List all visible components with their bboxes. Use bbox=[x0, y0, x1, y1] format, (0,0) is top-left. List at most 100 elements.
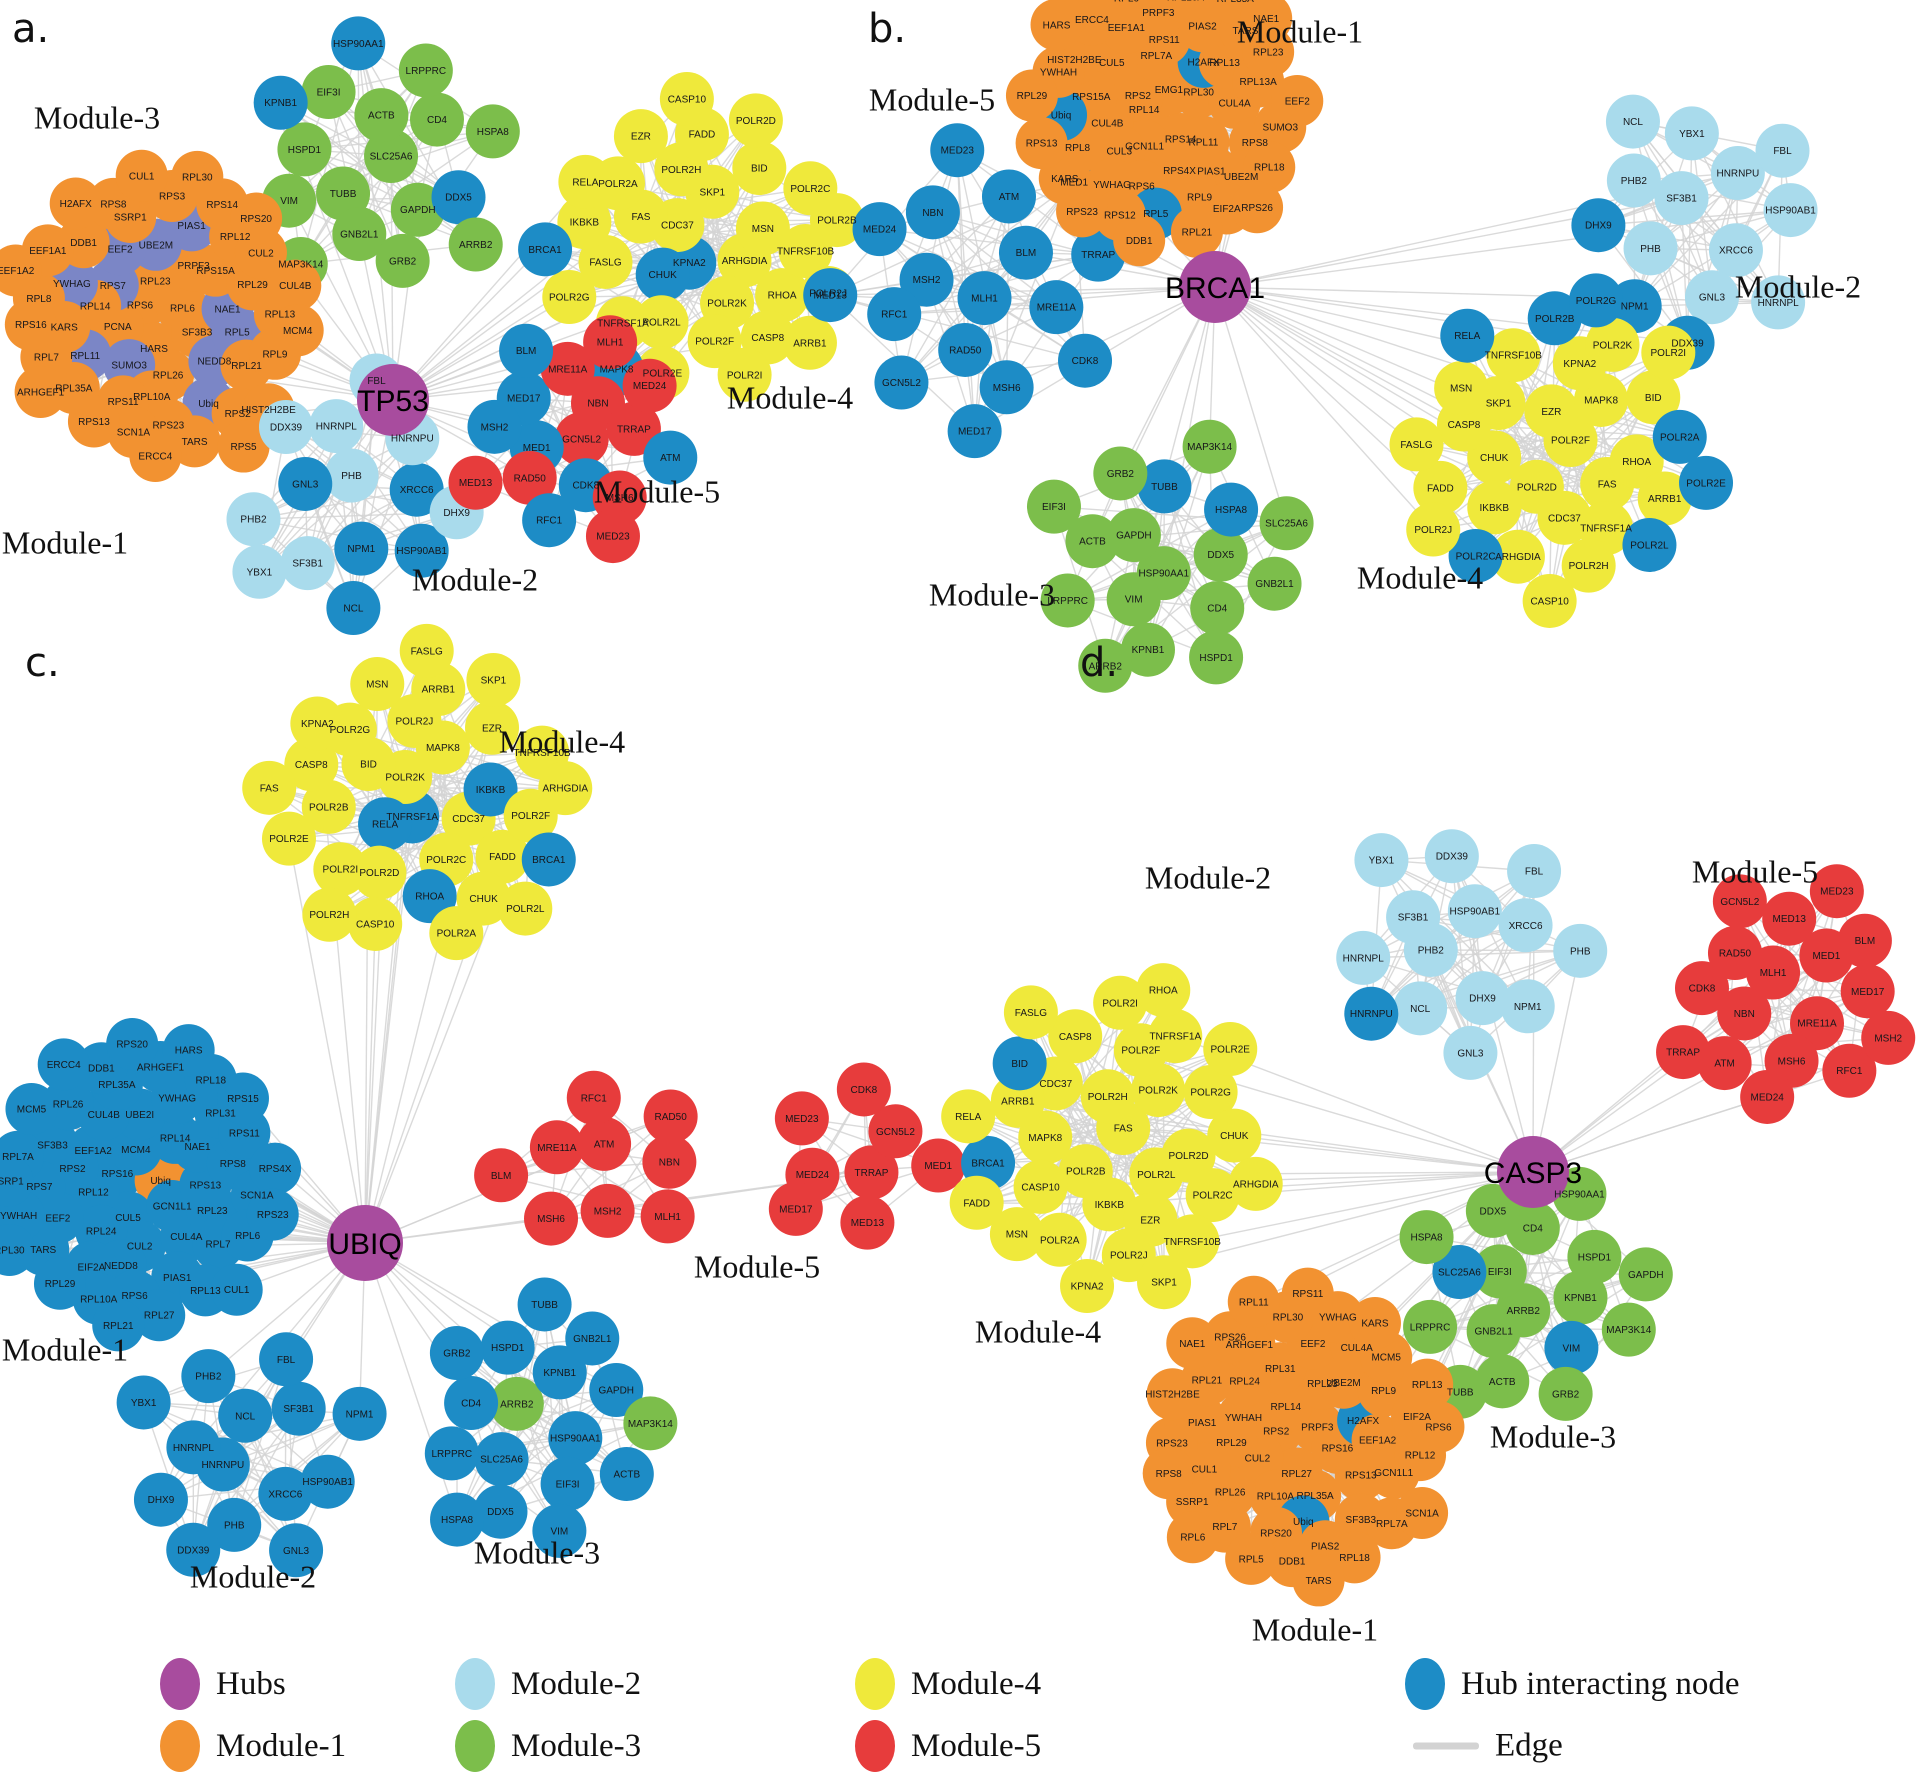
node-TUBB[interactable] bbox=[517, 1277, 572, 1332]
node-FASLG[interactable] bbox=[578, 234, 633, 289]
node-ARRB1[interactable] bbox=[1637, 471, 1692, 526]
node-BRCA1[interactable] bbox=[521, 832, 576, 887]
node-CDK8[interactable] bbox=[1058, 333, 1113, 388]
node-RPS16[interactable] bbox=[4, 298, 57, 351]
node-DDX5[interactable] bbox=[1465, 1183, 1520, 1238]
node-HSPD1[interactable] bbox=[1567, 1229, 1622, 1284]
node-HNRNPL[interactable] bbox=[1336, 930, 1391, 985]
node-MAP3K14[interactable] bbox=[623, 1396, 678, 1451]
node-YBX1[interactable] bbox=[232, 544, 287, 599]
node-FAS[interactable] bbox=[242, 760, 297, 815]
node-GRB2[interactable] bbox=[1538, 1366, 1593, 1421]
node-GAPDH[interactable] bbox=[589, 1363, 644, 1418]
node-RPS23[interactable] bbox=[246, 1188, 299, 1241]
node-POLR2A[interactable] bbox=[1032, 1212, 1087, 1267]
node-MED13[interactable] bbox=[840, 1195, 895, 1250]
node-NAE1[interactable] bbox=[1240, 0, 1293, 45]
node-NPM1[interactable] bbox=[332, 1386, 387, 1441]
node-RPS16[interactable] bbox=[1064, 0, 1116, 21]
node-DDX39[interactable] bbox=[166, 1522, 221, 1577]
hub-node-BRCA1[interactable] bbox=[1179, 251, 1251, 323]
node-PHB[interactable] bbox=[1623, 221, 1678, 276]
node-TARS[interactable] bbox=[1292, 1554, 1345, 1607]
node-MSH6[interactable] bbox=[524, 1191, 579, 1246]
node-SF3B1[interactable] bbox=[280, 536, 335, 591]
node-CHUK[interactable] bbox=[1207, 1108, 1262, 1163]
node-MSH6[interactable] bbox=[979, 360, 1034, 415]
node-MED23[interactable] bbox=[774, 1091, 829, 1146]
node-GRB2[interactable] bbox=[375, 233, 430, 288]
node-GNB2L1[interactable] bbox=[1247, 556, 1302, 611]
node-TRRAP[interactable] bbox=[606, 401, 661, 456]
node-ERCC4[interactable] bbox=[37, 1038, 90, 1091]
node-YBX1[interactable] bbox=[1664, 106, 1719, 161]
node-XRCC6[interactable] bbox=[1498, 898, 1553, 953]
node-EEF2[interactable] bbox=[1271, 74, 1324, 127]
node-LRPPRC[interactable] bbox=[398, 43, 453, 98]
node-RPL30[interactable] bbox=[0, 1223, 36, 1276]
node-RAD50[interactable] bbox=[1707, 926, 1762, 981]
node-POLR2H[interactable] bbox=[302, 887, 357, 942]
node-CUL1[interactable] bbox=[115, 149, 168, 202]
node-MED23[interactable] bbox=[930, 123, 985, 178]
node-POLR2E[interactable] bbox=[261, 811, 316, 866]
node-GNL3[interactable] bbox=[1443, 1025, 1498, 1080]
node-RPS15[interactable] bbox=[216, 1072, 269, 1125]
node-HSPA8[interactable] bbox=[430, 1492, 485, 1547]
node-VIM[interactable] bbox=[532, 1503, 587, 1558]
node-BID[interactable] bbox=[1626, 370, 1681, 425]
node-FADD[interactable] bbox=[475, 829, 530, 884]
node-MED24[interactable] bbox=[622, 358, 677, 413]
node-TNFRSF10B[interactable] bbox=[1165, 1214, 1220, 1269]
node-MED13[interactable] bbox=[1762, 891, 1817, 946]
node-RPL27[interactable] bbox=[133, 1289, 186, 1342]
hub-node-TP53[interactable] bbox=[357, 364, 429, 436]
node-MED1[interactable] bbox=[911, 1138, 966, 1193]
node-ARHGDIA[interactable] bbox=[1228, 1156, 1283, 1211]
node-BLM[interactable] bbox=[474, 1148, 529, 1203]
node-NCL[interactable] bbox=[218, 1388, 273, 1443]
node-MED17[interactable] bbox=[947, 404, 1002, 459]
node-RFC1[interactable] bbox=[566, 1070, 621, 1125]
node-GAPDH[interactable] bbox=[390, 182, 445, 237]
node-GCN5L2[interactable] bbox=[1712, 874, 1767, 929]
node-SKP1[interactable] bbox=[1137, 1255, 1192, 1310]
node-EZR[interactable] bbox=[1524, 384, 1579, 439]
node-ATM[interactable] bbox=[577, 1116, 632, 1171]
node-GNB2L1[interactable] bbox=[1466, 1304, 1521, 1359]
node-DHX9[interactable] bbox=[1455, 971, 1510, 1026]
node-MSN[interactable] bbox=[350, 657, 405, 712]
node-DDX39[interactable] bbox=[1424, 829, 1479, 884]
node-SLC25A6[interactable] bbox=[1259, 496, 1314, 551]
node-POLR2C[interactable] bbox=[1185, 1168, 1240, 1223]
node-CASP8[interactable] bbox=[284, 737, 339, 792]
node-MCM5[interactable] bbox=[5, 1082, 58, 1135]
node-LRPPRC[interactable] bbox=[1403, 1299, 1458, 1354]
node-ACTB[interactable] bbox=[354, 88, 409, 143]
node-NAE1[interactable] bbox=[1166, 1317, 1219, 1370]
node-CUL4B[interactable] bbox=[269, 259, 322, 312]
node-MED24[interactable] bbox=[852, 202, 907, 257]
node-CD4[interactable] bbox=[444, 1376, 499, 1431]
node-MED17[interactable] bbox=[1840, 964, 1895, 1019]
node-TARS[interactable] bbox=[168, 415, 221, 468]
node-ARRB2[interactable] bbox=[489, 1376, 544, 1431]
node-HARS[interactable] bbox=[1030, 0, 1083, 51]
node-POLR2E[interactable] bbox=[1203, 1022, 1258, 1077]
node-EEF1A2[interactable] bbox=[0, 244, 42, 297]
node-RAD50[interactable] bbox=[938, 322, 993, 377]
node-CASP10[interactable] bbox=[1013, 1159, 1068, 1214]
node-GNL3[interactable] bbox=[278, 456, 333, 511]
node-MSN[interactable] bbox=[1434, 361, 1489, 416]
node-POLR2I[interactable] bbox=[313, 842, 368, 897]
node-ERCC4[interactable] bbox=[129, 430, 182, 483]
node-TNFRSF1A[interactable] bbox=[1148, 1009, 1203, 1064]
node-IKBKB[interactable] bbox=[463, 762, 518, 817]
node-MED23[interactable] bbox=[585, 509, 640, 564]
node-RPS20[interactable] bbox=[106, 1018, 159, 1071]
node-HNRNPL[interactable] bbox=[1751, 275, 1806, 330]
node-TRRAP[interactable] bbox=[1071, 227, 1126, 282]
node-HSP90AB1[interactable] bbox=[394, 523, 449, 578]
node-CD4[interactable] bbox=[409, 92, 464, 147]
node-EZR[interactable] bbox=[465, 700, 520, 755]
